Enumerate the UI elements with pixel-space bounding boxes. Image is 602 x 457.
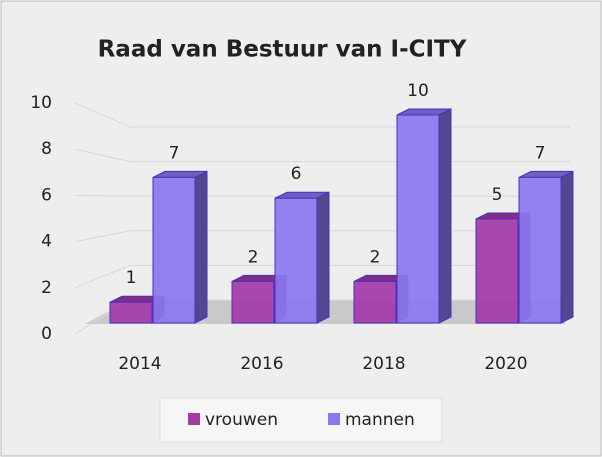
- bar-front: [274, 197, 318, 324]
- bar-front: [353, 280, 397, 324]
- value-label: 2: [248, 247, 259, 267]
- bar: [274, 191, 330, 324]
- bar: [396, 108, 452, 324]
- legend-label: vrouwen: [205, 410, 278, 430]
- x-tick-label: 2018: [362, 354, 405, 374]
- bar-side: [560, 170, 574, 324]
- y-tick-label: 2: [41, 278, 52, 298]
- y-tick-label: 4: [41, 232, 52, 252]
- bar: [518, 170, 574, 324]
- x-tick-label: 2020: [484, 354, 527, 374]
- value-label: 5: [492, 185, 503, 205]
- legend-box: [159, 397, 443, 443]
- value-label: 1: [126, 268, 137, 288]
- bar-front: [475, 218, 519, 324]
- legend-swatch: [188, 413, 200, 425]
- y-tick-label: 6: [41, 185, 52, 205]
- bar-side: [194, 170, 208, 324]
- value-label: 2: [370, 247, 381, 267]
- bar-front: [518, 176, 562, 324]
- legend-swatch: [328, 413, 340, 425]
- y-tick-label: 10: [30, 93, 52, 113]
- y-tick-label: 8: [41, 139, 52, 159]
- y-tick-label: 0: [41, 324, 52, 344]
- x-tick-label: 2016: [240, 354, 283, 374]
- bar: [152, 170, 208, 324]
- x-tick-label: 2014: [118, 354, 161, 374]
- value-label: 7: [169, 143, 180, 163]
- value-label: 6: [291, 164, 302, 184]
- legend-label: mannen: [345, 410, 415, 430]
- value-label: 7: [535, 143, 546, 163]
- bar-front: [109, 301, 153, 324]
- bar-side: [438, 108, 452, 324]
- value-label: 10: [407, 81, 429, 101]
- bar-front: [396, 114, 440, 324]
- bar-side: [316, 191, 330, 324]
- chart-title: Raad van Bestuur van I-CITY: [98, 37, 467, 63]
- bar-front: [152, 176, 196, 324]
- bar-front: [231, 280, 275, 324]
